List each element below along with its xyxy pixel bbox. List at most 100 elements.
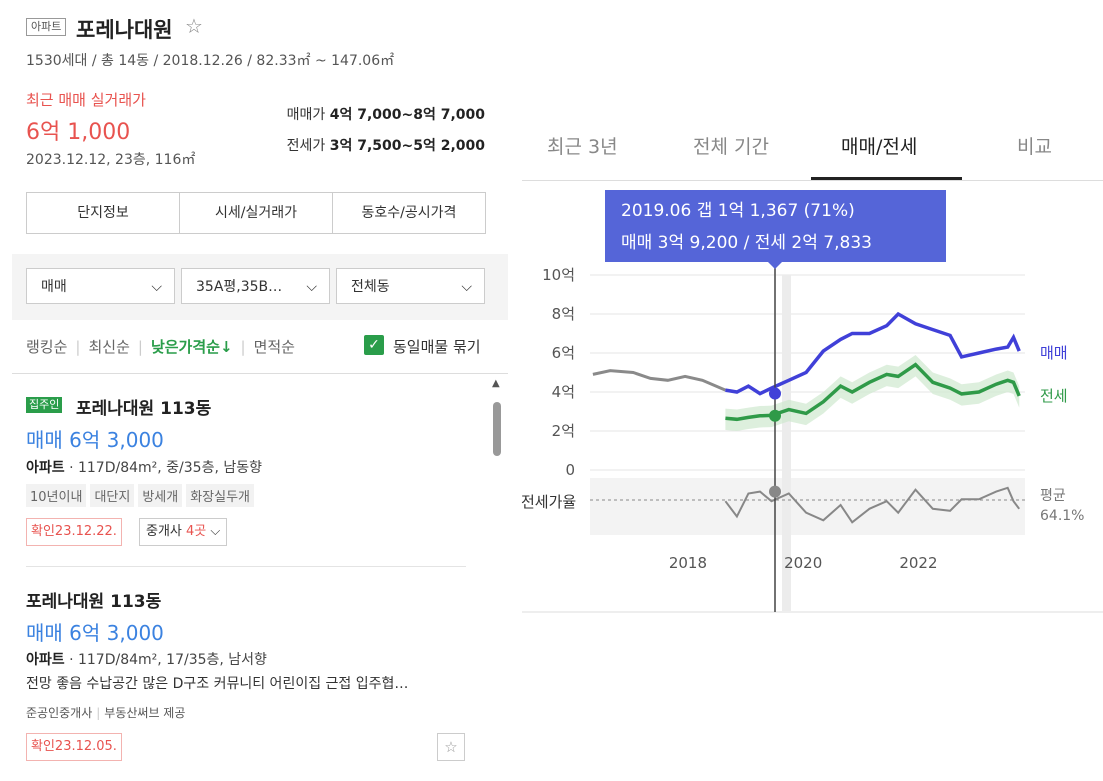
series-line-ratio <box>724 486 1020 524</box>
legend-jeonse: 전세 <box>1040 387 1068 405</box>
list-divider <box>12 373 508 374</box>
listing-tag: 방세개 <box>138 484 183 507</box>
tab-unit-public-price[interactable]: 동호수/공시가격 <box>361 205 457 221</box>
chevron-down-icon: ⌵ <box>306 279 317 295</box>
listing-spec: 아파트 · 117D/84m², 중/35층, 남동향 <box>26 457 262 477</box>
sort-lowest-price[interactable]: 낮은가격순↓ <box>150 338 233 356</box>
listing-tag: 화장실두개 <box>186 484 255 507</box>
listing-agency[interactable]: 준공인중개사 <box>26 706 93 720</box>
owner-badge: 집주인 <box>26 397 63 413</box>
listing-tag: 대단지 <box>90 484 135 507</box>
sort-options: 랭킹순 | 최신순 | 낮은가격순↓ | 면적순 <box>26 338 295 356</box>
tooltip-line-gap: 2019.06 갭 1억 1,367 (71%) <box>621 201 855 221</box>
sort-latest[interactable]: 최신순 <box>88 338 130 356</box>
list-scrollbar[interactable]: ▲ <box>490 378 504 778</box>
x-tick-label: 2018 <box>669 554 707 572</box>
area-select[interactable]: 35A평,35B… ⌵ <box>181 268 330 304</box>
series-line-sale <box>725 311 1021 396</box>
ratio-band <box>590 478 1025 535</box>
group-same-label[interactable]: 동일매물 묶기 <box>393 338 481 356</box>
listing-divider <box>26 566 466 567</box>
listing-provider: 준공인중개사 | 부동산써브 제공 <box>26 706 186 720</box>
deal-type-value: 매매 <box>41 279 67 295</box>
agent-count: 4곳 <box>186 524 207 539</box>
hover-point-sale <box>769 387 781 400</box>
sort-ranking[interactable]: 랭킹순 <box>26 338 68 356</box>
recent-deal-label: 최근 매매 실거래가 <box>26 91 146 109</box>
confirm-date-badge: 확인23.12.22. <box>26 518 122 546</box>
sale-range-value: 4억 7,000~8억 7,000 <box>329 107 485 123</box>
chevron-down-icon: ⌵ <box>461 279 472 295</box>
ratio-average-label: 평균 <box>1040 488 1066 504</box>
y-tick-label: 8억 <box>552 305 575 323</box>
listing-spec-detail: · 117D/84m², 중/35층, 남동향 <box>64 460 263 476</box>
tab-compare[interactable]: 비교 <box>1017 136 1052 158</box>
chart-period-tabs: 최근 3년 전체 기간 매매/전세 비교 <box>522 122 1103 181</box>
ratio-label: 전세가율 <box>521 493 576 511</box>
jeonse-price-range: 전세가 3억 7,500~5억 2,000 <box>287 135 485 155</box>
x-tick-label: 2022 <box>899 554 937 572</box>
hover-point-ratio <box>769 485 781 498</box>
series-line-jeonse <box>725 362 1021 422</box>
listing-title[interactable]: 포레나대원 113동 <box>26 592 162 612</box>
listing-description: 전망 좋음 수납공간 많은 D구조 커뮤니티 어린이집 근접 입주협… <box>26 676 409 692</box>
chevron-down-icon: ⌵ <box>151 279 162 295</box>
recent-deal-info: 2023.12.12, 23층, 116㎡ <box>26 152 196 168</box>
tab-sale-jeonse[interactable]: 매매/전세 <box>841 136 918 158</box>
listing-panel: 아파트 포레나대원 ☆ 1530세대 / 총 14동 / 2018.12.26 … <box>0 0 508 781</box>
agent-count-button[interactable]: 중개사 4곳 ⌵ <box>139 518 228 546</box>
scroll-up-arrow-icon[interactable]: ▲ <box>492 378 500 389</box>
jeonse-range-label: 전세가 <box>286 138 326 154</box>
hover-highlight-column <box>782 275 791 611</box>
active-tab-underline <box>811 177 962 180</box>
confirm-date-badge: 확인23.12.05. <box>26 733 122 761</box>
sort-area[interactable]: 면적순 <box>253 338 295 356</box>
scroll-thumb[interactable] <box>493 402 501 456</box>
listing-tag: 10년이내 <box>26 484 87 507</box>
y-tick-label: 2억 <box>552 422 575 440</box>
favorite-star-icon[interactable]: ☆ <box>185 14 203 38</box>
hover-point-jeonse <box>769 409 781 422</box>
sale-range-label: 매매가 <box>286 107 326 123</box>
chart-tooltip <box>605 190 946 262</box>
chevron-down-icon: ⌵ <box>210 524 221 539</box>
tooltip-pointer <box>768 262 782 269</box>
complex-name: 포레나대원 <box>76 18 173 42</box>
x-tick-label: 2020 <box>784 554 822 572</box>
ratio-average-value: 64.1% <box>1040 508 1084 524</box>
tab-recent-3-years[interactable]: 최근 3년 <box>547 136 618 158</box>
listing-spec: 아파트 · 117D/84m², 17/35층, 남서향 <box>26 649 267 669</box>
legend-sale: 매매 <box>1040 344 1068 362</box>
agent-label: 중개사 <box>146 524 187 539</box>
tooltip-line-prices: 매매 3억 9,200 / 전세 2억 7,833 <box>621 233 872 253</box>
y-tick-label: 6억 <box>552 344 575 362</box>
tab-complex-info[interactable]: 단지정보 <box>27 193 180 233</box>
group-same-checkbox[interactable]: ✓ <box>364 335 384 355</box>
y-tick-label: 10억 <box>542 266 575 284</box>
complex-info-tabs: 단지정보 시세/실거래가 동호수/공시가격 <box>26 192 486 234</box>
area-value: 35A평,35B… <box>196 279 283 295</box>
y-tick-label: 0 <box>565 461 575 479</box>
listing-title[interactable]: 포레나대원 113동 <box>76 399 212 419</box>
listing-data-provider: 부동산써브 제공 <box>104 706 186 720</box>
property-type-badge: 아파트 <box>26 18 67 36</box>
dong-select[interactable]: 전체동 ⌵ <box>336 268 485 304</box>
favorite-star-icon[interactable]: ☆ <box>437 733 465 761</box>
listing-tags: 10년이내 대단지 방세개 화장실두개 <box>26 484 255 507</box>
listing-price[interactable]: 매매 6억 3,000 <box>26 428 164 452</box>
listing-price[interactable]: 매매 6억 3,000 <box>26 621 164 645</box>
jeonse-range-value: 3억 7,500~5억 2,000 <box>329 138 485 154</box>
series-line-sale-complex <box>592 369 726 392</box>
y-tick-label: 4억 <box>552 383 575 401</box>
complex-summary: 1530세대 / 총 14동 / 2018.12.26 / 82.33㎡ ~ 1… <box>26 53 395 69</box>
listing-type: 아파트 <box>26 652 65 668</box>
tab-all-period[interactable]: 전체 기간 <box>693 136 769 158</box>
tab-price-history[interactable]: 시세/실거래가 <box>180 193 333 233</box>
sale-price-range: 매매가 4억 7,000~8억 7,000 <box>287 104 485 124</box>
deal-type-select[interactable]: 매매 ⌵ <box>26 268 175 304</box>
listing-type: 아파트 <box>26 460 65 476</box>
recent-deal-price: 6억 1,000 <box>26 120 131 145</box>
listing-spec-detail: · 117D/84m², 17/35층, 남서향 <box>64 652 267 668</box>
dong-value: 전체동 <box>351 279 390 295</box>
